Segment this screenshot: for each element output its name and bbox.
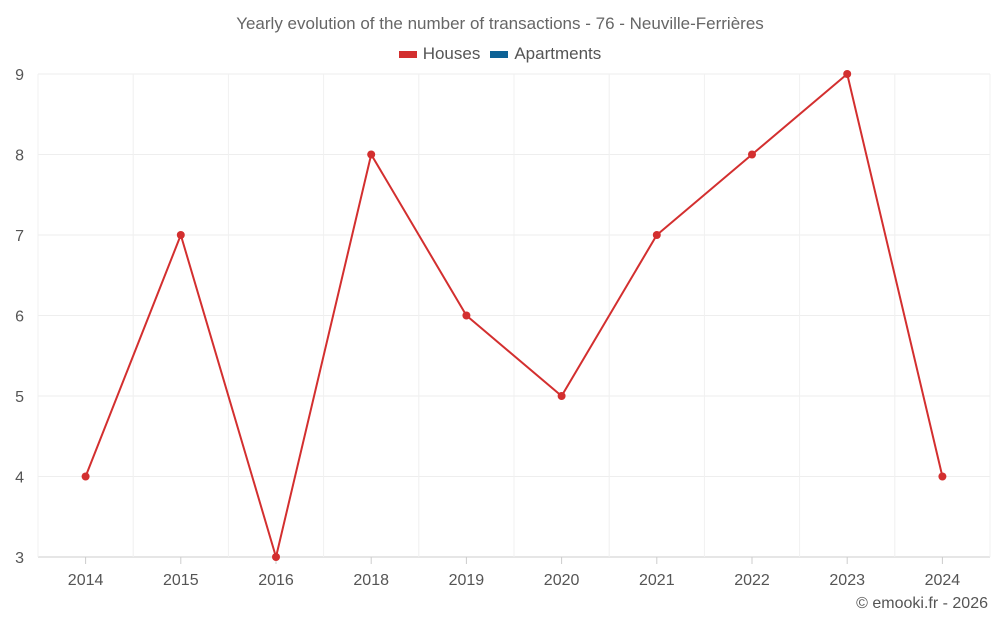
- x-tick-label: 2014: [68, 572, 104, 589]
- x-tick-label: 2019: [449, 572, 485, 589]
- legend-item-houses[interactable]: Houses: [398, 44, 481, 64]
- data-point[interactable]: [652, 231, 661, 239]
- y-tick-label: 9: [15, 67, 24, 84]
- data-point[interactable]: [462, 311, 471, 320]
- x-tick-label: 2022: [734, 572, 770, 589]
- chart-title: Yearly evolution of the number of transa…: [236, 14, 764, 33]
- series-line-houses: [84, 73, 944, 558]
- x-tick-label: 2018: [353, 572, 389, 589]
- legend-swatch-apartments: [490, 50, 509, 58]
- legend-label-apartments: Apartments: [514, 44, 602, 63]
- data-point[interactable]: [557, 392, 566, 400]
- x-tick-label: 2023: [829, 572, 865, 589]
- y-tick-label: 4: [15, 470, 24, 487]
- points-layer: [81, 70, 947, 561]
- data-point[interactable]: [748, 150, 756, 159]
- x-tick-label: 2020: [544, 572, 580, 589]
- axis-layer: 3 4 5 6 7 8 9 2014 2015 2016 2018 2019 2020 2021 2022 2…: [15, 67, 960, 589]
- legend: Houses Apartments: [0, 44, 1000, 64]
- x-tick-label: 2015: [163, 572, 199, 589]
- y-tick-label: 3: [15, 550, 24, 567]
- data-point[interactable]: [938, 472, 947, 481]
- data-point[interactable]: [843, 70, 852, 78]
- data-point[interactable]: [367, 150, 376, 159]
- x-tick-label: 2024: [925, 572, 961, 589]
- data-point[interactable]: [176, 231, 185, 239]
- legend-label-houses: Houses: [422, 44, 481, 63]
- series-layer: [84, 73, 944, 558]
- x-tick-label: 2021: [639, 572, 675, 589]
- y-tick-label: 5: [15, 389, 24, 406]
- legend-swatch-houses: [398, 50, 417, 58]
- legend-item-apartments[interactable]: Apartments: [490, 44, 601, 64]
- data-point[interactable]: [81, 472, 90, 481]
- x-tick-label: 2016: [258, 572, 294, 589]
- data-point[interactable]: [272, 553, 280, 561]
- y-tick-label: 7: [15, 228, 24, 245]
- y-tick-label: 8: [15, 148, 24, 165]
- y-tick-label: 6: [15, 309, 24, 326]
- grid-layer: [37, 73, 991, 558]
- credit-text: © emooki.fr - 2026: [856, 595, 988, 612]
